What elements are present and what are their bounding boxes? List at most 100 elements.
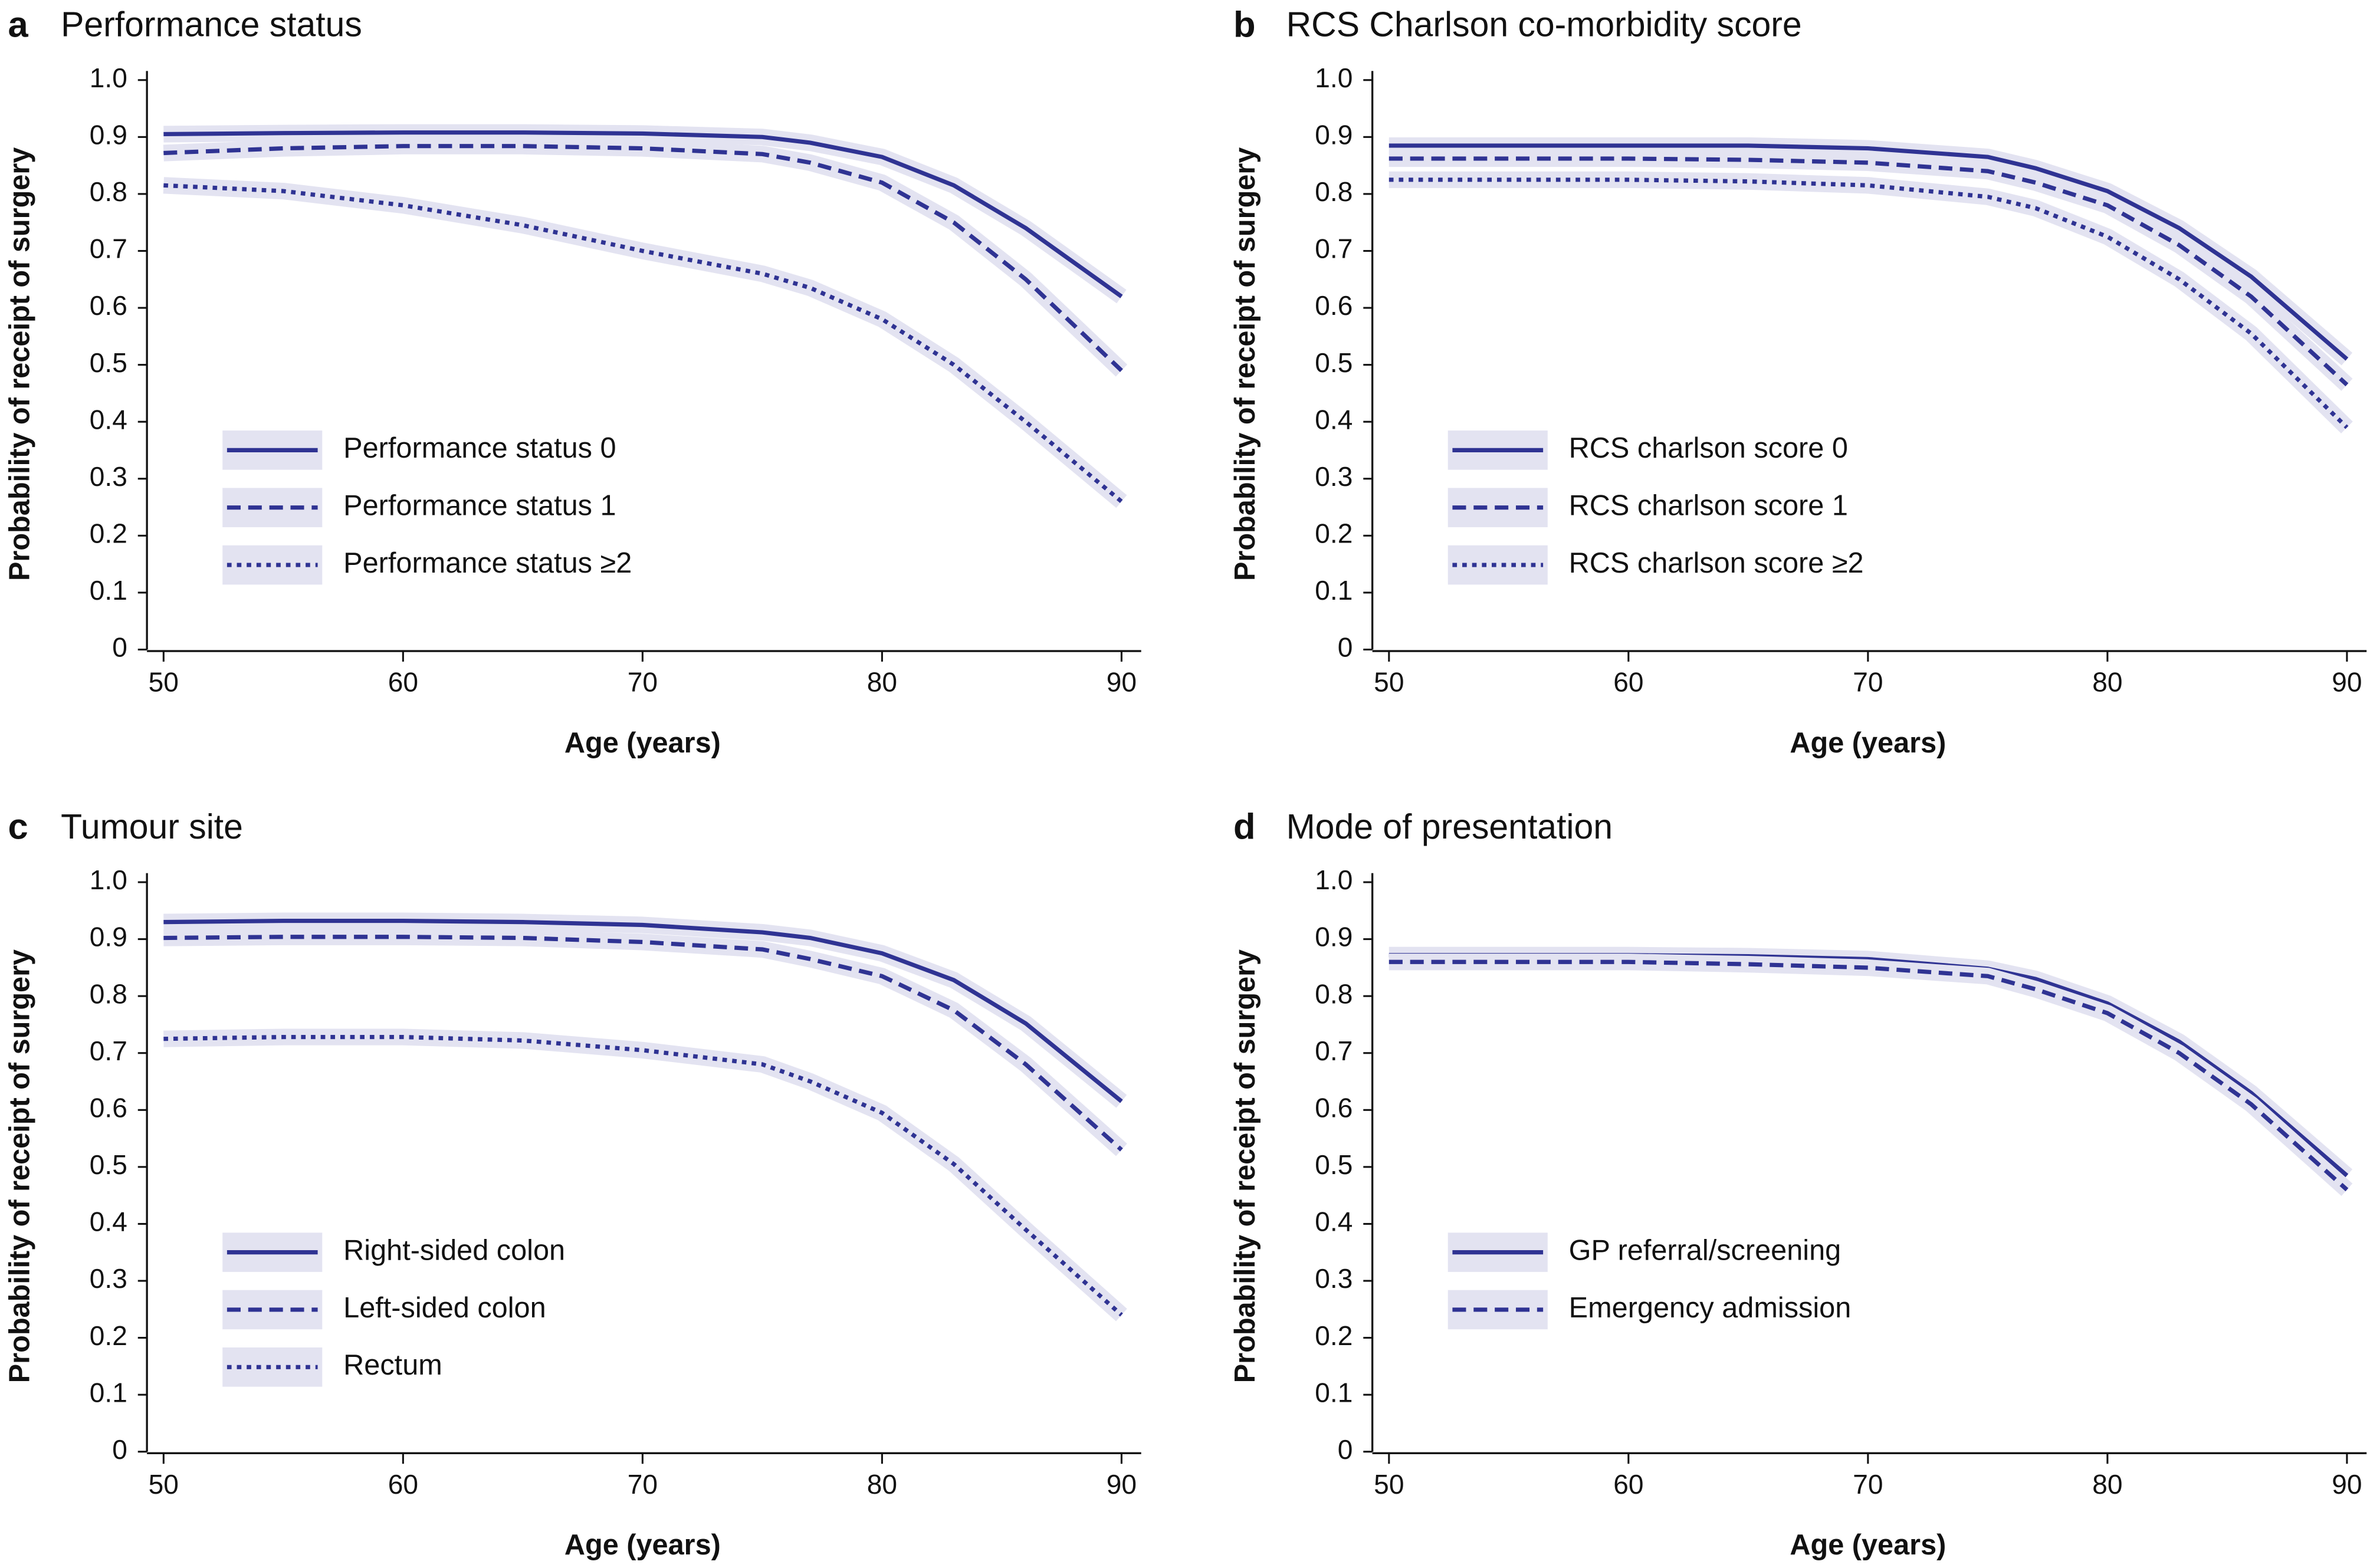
x-tick-label: 60 <box>388 1469 418 1500</box>
series-line <box>163 130 1123 298</box>
legend-label: Left-sided colon <box>343 1292 546 1324</box>
y-tick-label: 0.3 <box>90 1263 127 1294</box>
y-tick-label: 0.8 <box>90 176 127 207</box>
y-tick-label: 0.1 <box>90 1377 127 1408</box>
y-tick-label: 0.8 <box>1315 176 1353 207</box>
confidence-band <box>1388 171 2353 434</box>
x-tick-label: 80 <box>867 1469 897 1500</box>
y-tick-label: 0.4 <box>90 404 127 435</box>
legend-label: Performance status ≥2 <box>343 547 632 579</box>
legend-label: Emergency admission <box>1569 1292 1852 1324</box>
y-tick-label: 0.5 <box>90 347 127 378</box>
y-tick-label: 0.2 <box>90 518 127 549</box>
x-axis-label: Age (years) <box>564 1529 721 1561</box>
y-tick-label: 0.5 <box>1315 347 1353 378</box>
legend-label: Rectum <box>343 1349 442 1381</box>
confidence-band <box>163 1028 1127 1322</box>
y-tick-label: 0.1 <box>90 575 127 606</box>
x-axis-label: Age (years) <box>1790 1529 1946 1561</box>
series-line <box>163 183 1123 504</box>
y-tick-label: 0.2 <box>1315 518 1353 549</box>
series-line <box>163 144 1123 372</box>
y-tick-label: 1.0 <box>1315 864 1353 895</box>
y-tick-label: 0.9 <box>1315 120 1353 150</box>
legend-label: RCS charlson score ≥2 <box>1569 547 1864 579</box>
y-tick-label: 0.5 <box>1315 1149 1353 1180</box>
x-tick-label: 60 <box>388 667 418 698</box>
y-tick-label: 0.3 <box>90 461 127 492</box>
y-tick-label: 0.6 <box>90 290 127 321</box>
legend-label: Right-sided colon <box>343 1234 565 1266</box>
x-tick-label: 50 <box>1374 1469 1404 1500</box>
y-tick-label: 0 <box>1338 1434 1353 1465</box>
y-tick-label: 0.6 <box>1315 290 1353 321</box>
y-tick-label: 0.3 <box>1315 461 1353 492</box>
legend-label: Performance status 1 <box>343 490 616 522</box>
y-tick-label: 0.4 <box>1315 404 1353 435</box>
x-tick-label: 90 <box>1107 1469 1137 1500</box>
x-tick-label: 80 <box>867 667 897 698</box>
y-axis-label: Probability of receipt of surgery <box>1229 147 1261 581</box>
confidence-band <box>163 124 1127 304</box>
x-tick-label: 90 <box>2332 1469 2362 1500</box>
y-tick-label: 0.4 <box>90 1207 127 1237</box>
x-tick-label: 70 <box>1853 667 1883 698</box>
x-tick-label: 80 <box>2092 1469 2122 1500</box>
x-tick-label: 70 <box>1853 1469 1883 1500</box>
panel-title: Mode of presentation <box>1286 808 1613 846</box>
y-tick-label: 1.0 <box>90 63 127 93</box>
x-tick-label: 50 <box>1374 667 1404 698</box>
y-axis-label: Probability of receipt of surgery <box>1229 949 1261 1383</box>
y-tick-label: 0.7 <box>90 1036 127 1066</box>
y-tick-label: 0.6 <box>90 1092 127 1123</box>
x-tick-label: 90 <box>2332 667 2362 698</box>
panel: b RCS Charlson co-morbidity score 0 0.1 0.2 0… <box>1229 4 2367 759</box>
x-tick-label: 90 <box>1107 667 1137 698</box>
series-line <box>163 1034 1123 1317</box>
panel: d Mode of presentation 0 0.1 0.2 0.3 0.4 0.5 0.6… <box>1229 807 2367 1561</box>
y-tick-label: 0.7 <box>90 234 127 264</box>
y-tick-label: 1.0 <box>1315 63 1353 93</box>
series-line <box>1388 959 2349 1192</box>
x-axis-label: Age (years) <box>1790 727 1946 759</box>
x-tick-label: 50 <box>149 1469 179 1500</box>
panel-title: Tumour site <box>61 808 243 846</box>
panel-letter: d <box>1233 807 1256 847</box>
legend-label: RCS charlson score 1 <box>1569 490 1848 522</box>
panel-title: RCS Charlson co-morbidity score <box>1286 6 1802 44</box>
series-line <box>163 935 1123 1152</box>
y-tick-label: 0.1 <box>1315 575 1353 606</box>
y-tick-label: 1.0 <box>90 864 127 895</box>
confidence-band <box>1388 954 2353 1196</box>
legend-label: Performance status 0 <box>343 432 616 464</box>
y-tick-label: 0.9 <box>1315 922 1353 952</box>
y-tick-label: 0.9 <box>90 922 127 952</box>
y-tick-label: 0.2 <box>90 1320 127 1351</box>
y-tick-label: 0.9 <box>90 120 127 150</box>
series-line <box>163 918 1123 1103</box>
series-line <box>1388 156 2349 387</box>
y-tick-label: 0.7 <box>1315 1036 1353 1066</box>
y-tick-label: 0 <box>112 632 127 663</box>
legend-label: RCS charlson score 0 <box>1569 432 1848 464</box>
x-tick-label: 60 <box>1613 1469 1643 1500</box>
x-tick-label: 50 <box>149 667 179 698</box>
y-tick-label: 0.3 <box>1315 1263 1353 1294</box>
panel-letter: c <box>8 807 28 847</box>
series-line <box>1388 143 2349 361</box>
y-tick-label: 0 <box>1338 632 1353 663</box>
legend-label: GP referral/screening <box>1569 1234 1841 1266</box>
y-tick-label: 0 <box>112 1434 127 1465</box>
y-tick-label: 0.8 <box>1315 978 1353 1009</box>
y-tick-label: 0.1 <box>1315 1377 1353 1408</box>
x-axis-label: Age (years) <box>564 727 721 759</box>
y-tick-label: 0.2 <box>1315 1320 1353 1351</box>
x-tick-label: 70 <box>628 1469 658 1500</box>
x-tick-label: 80 <box>2092 667 2122 698</box>
series-line <box>1388 177 2349 429</box>
y-axis-label: Probability of receipt of surgery <box>4 949 35 1383</box>
y-axis-label: Probability of receipt of surgery <box>4 147 35 581</box>
y-tick-label: 0.5 <box>90 1149 127 1180</box>
